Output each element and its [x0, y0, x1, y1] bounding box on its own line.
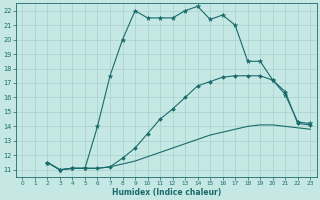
X-axis label: Humidex (Indice chaleur): Humidex (Indice chaleur) [112, 188, 221, 197]
